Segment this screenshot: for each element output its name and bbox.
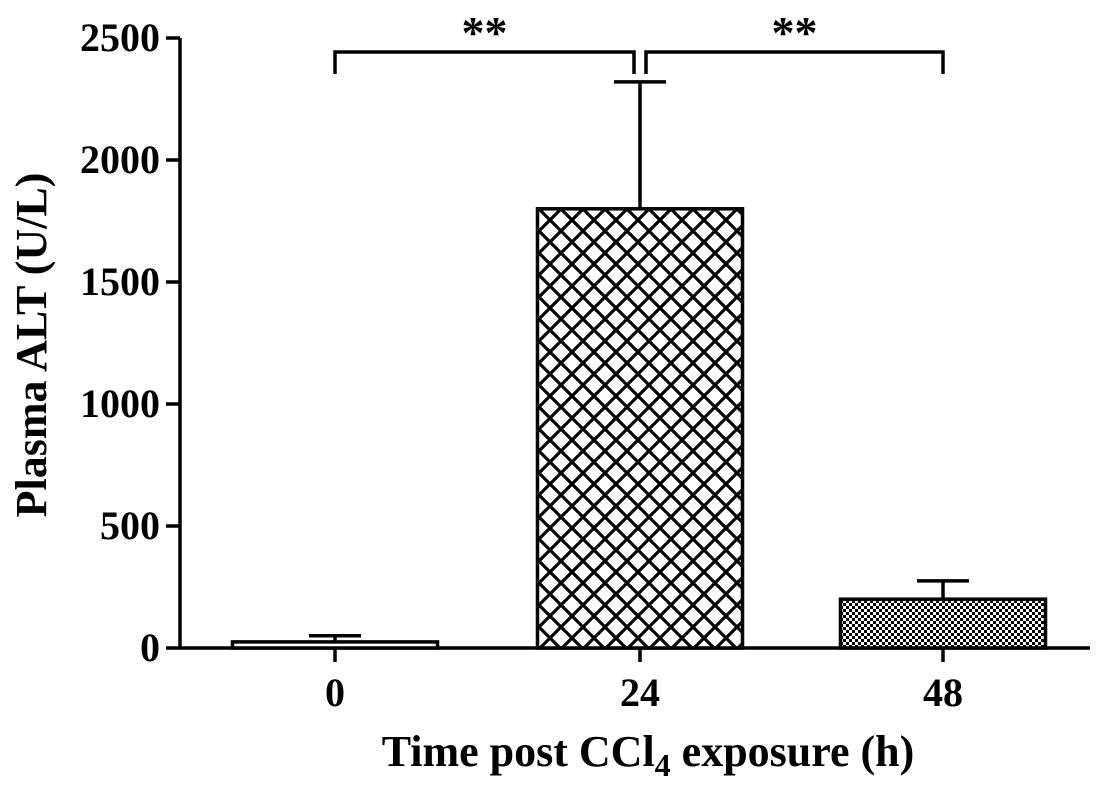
x-axis: 0 24 48 xyxy=(180,646,1090,715)
y-tick-label: 1500 xyxy=(80,259,160,304)
bar-0 xyxy=(230,640,440,650)
y-axis: 0 500 1000 1500 2000 2500 xyxy=(80,15,182,670)
x-axis-label: Time post CCl4 exposure (h) xyxy=(382,727,915,783)
significance-bracket xyxy=(333,50,636,74)
x-axis-label-subscript: 4 xyxy=(655,747,671,783)
y-tick-label: 2000 xyxy=(80,137,160,182)
x-tick-label: 0 xyxy=(325,670,345,715)
significance-bracket xyxy=(644,50,945,74)
x-axis-label-main: Time post CCl xyxy=(382,727,655,776)
y-tick-label: 500 xyxy=(100,503,160,548)
y-tick-label: 2500 xyxy=(80,15,160,60)
x-tick-label: 48 xyxy=(923,670,963,715)
bar-48 xyxy=(838,597,1048,650)
bars xyxy=(230,207,1048,650)
significance-label: ** xyxy=(462,7,508,58)
bar-24 xyxy=(535,207,745,650)
x-tick-label: 24 xyxy=(620,670,660,715)
y-tick-label: 1000 xyxy=(80,381,160,426)
y-axis-label: Plasma ALT (U/L) xyxy=(7,173,56,518)
y-tick-label: 0 xyxy=(140,625,160,670)
significance-label: ** xyxy=(772,7,818,58)
significance-brackets: ** ** xyxy=(333,7,945,74)
error-bars xyxy=(309,80,969,642)
x-axis-label-tail: exposure (h) xyxy=(671,727,915,776)
